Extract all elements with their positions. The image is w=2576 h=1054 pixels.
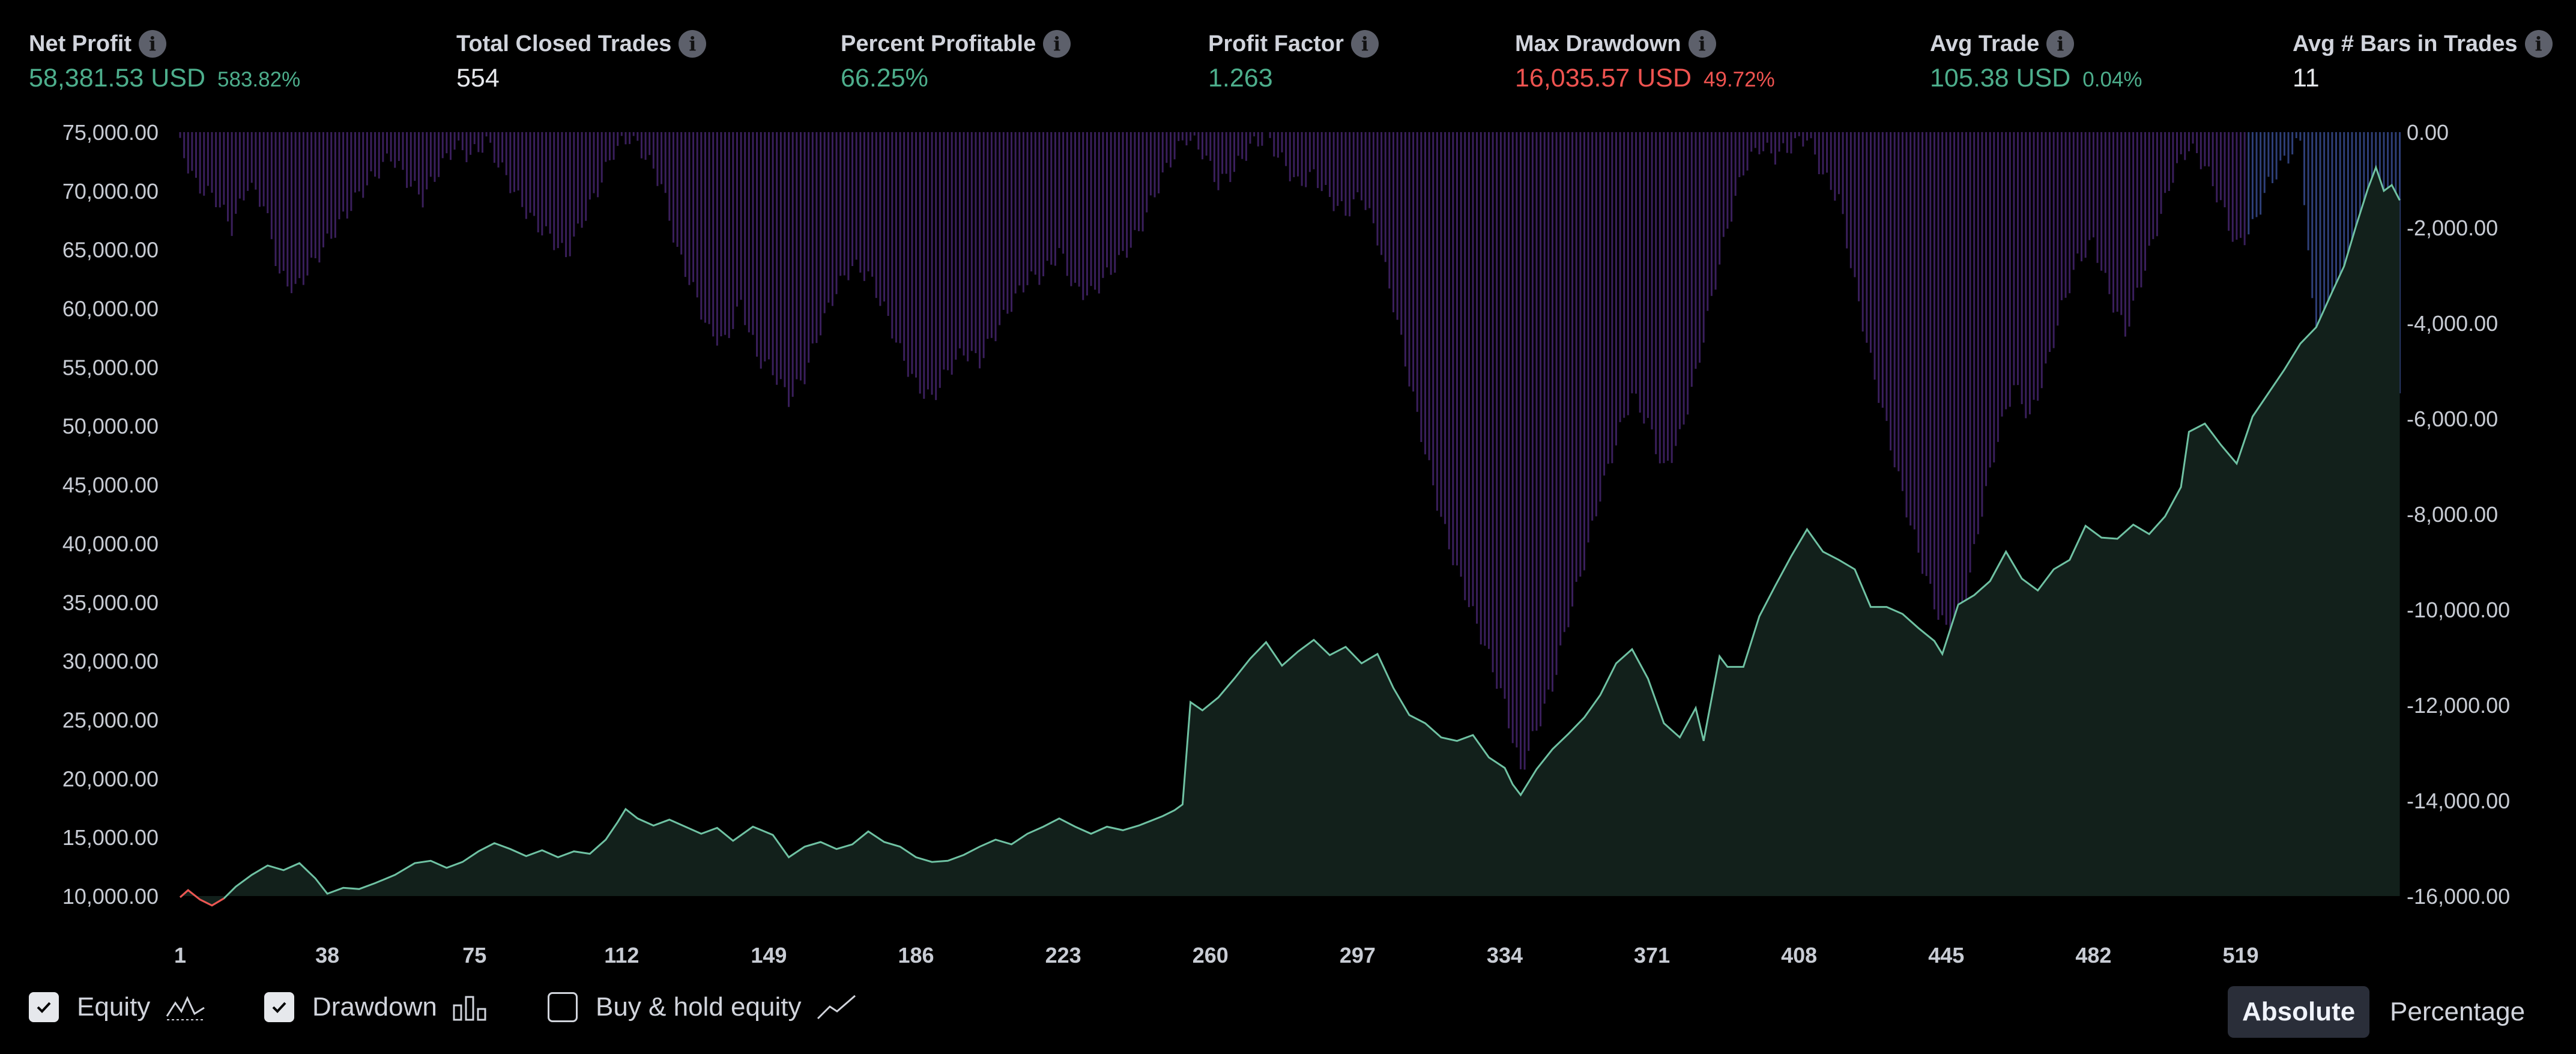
metric-percent: 49.72% [1704,68,1775,91]
x-axis-tick: 297 [1340,943,1376,968]
metric-label: Avg Trade [1930,31,2040,56]
metric-avg-bars: Avg # Bars in Trades i 11 [2293,30,2553,93]
equity-toggle-label: Equity [77,992,151,1022]
trend-line-icon [817,995,856,1020]
x-axis-tick: 371 [1634,943,1670,968]
left-axis-tick: 10,000.00 [62,884,159,909]
buy-hold-toggle-label: Buy & hold equity [596,992,802,1022]
drawdown-bars [179,132,2401,825]
checkmark-icon [37,1002,51,1013]
x-axis-tick: 260 [1193,943,1229,968]
right-axis-tick: -10,000.00 [2407,598,2510,622]
metric-label: Avg # Bars in Trades [2293,31,2518,56]
metric-percent: 583.82% [217,68,301,91]
x-axis-tick: 75 [462,943,486,968]
metric-value: 66.25% [841,64,928,92]
x-axis-tick: 482 [2075,943,2111,968]
equity-area [180,167,2400,906]
metric-value: 1.263 [1208,64,1273,92]
metric-label: Profit Factor [1208,31,1344,56]
equity-line [180,165,2401,907]
info-icon[interactable]: i [2046,30,2075,58]
left-axis-tick: 70,000.00 [62,179,159,204]
equity-toggle[interactable]: Equity [29,992,207,1022]
metric-net-profit: Net Profit i 58,381.53 USD 583.82% [29,30,300,93]
equity-drawdown-chart[interactable]: 75,000.00 70,000.00 65,000.00 60,000.00 55,0… [0,0,2576,973]
absolute-button[interactable]: Absolute [2228,986,2370,1038]
left-axis-tick: 45,000.00 [62,473,159,497]
x-axis-tick: 334 [1487,943,1523,968]
metric-max-drawdown: Max Drawdown i 16,035.57 USD 49.72% [1515,30,1775,93]
right-y-axis: 0.00 -2,000.00 -4,000.00 -6,000.00 -8,000.00… [2407,120,2510,909]
x-axis: 1 38 75 112 149 186 223 260 297 334 371 408 445 482 51… [174,943,2259,968]
left-axis-tick: 50,000.00 [62,414,159,438]
buy-hold-toggle[interactable]: Buy & hold equity [548,992,857,1022]
right-axis-tick: -4,000.00 [2407,311,2498,336]
metric-label: Percent Profitable [841,31,1036,56]
metric-percent: 0.04% [2082,68,2142,91]
drawdown-checkbox[interactable] [264,992,294,1022]
info-icon[interactable]: i [1688,30,1716,58]
drawdown-bars-icon [453,996,486,1021]
drawdown-toggle[interactable]: Drawdown [264,992,489,1022]
drawdown-toggle-label: Drawdown [312,992,437,1022]
left-axis-tick: 65,000.00 [62,238,159,262]
metric-total-closed-trades: Total Closed Trades i 554 [456,30,707,93]
info-icon[interactable]: i [139,30,166,58]
checkmark-icon [272,1002,286,1013]
equity-series [180,165,2401,907]
left-y-axis: 75,000.00 70,000.00 65,000.00 60,000.00 55,0… [62,120,159,909]
metric-value: 105.38 USD [1930,64,2071,92]
x-axis-tick: 149 [751,943,787,968]
metric-avg-trade: Avg Trade i 105.38 USD 0.04% [1930,30,2142,93]
x-axis-tick: 38 [315,943,339,968]
x-axis-tick: 223 [1045,943,1081,968]
metric-profit-factor: Profit Factor i 1.263 [1208,30,1379,93]
left-axis-tick: 55,000.00 [62,355,159,380]
x-axis-tick: 519 [2222,943,2258,968]
x-axis-tick: 445 [1928,943,1964,968]
equity-line-below-start [180,889,225,907]
left-axis-tick: 20,000.00 [62,766,159,791]
metric-percent-profitable: Percent Profitable i 66.25% [841,30,1071,93]
right-axis-tick: -14,000.00 [2407,789,2510,813]
info-icon[interactable]: i [1350,30,1379,58]
metric-label: Max Drawdown [1515,31,1681,56]
equity-checkbox[interactable] [29,992,59,1022]
right-axis-tick: -8,000.00 [2407,502,2498,527]
metric-value: 11 [2293,64,2320,92]
left-axis-tick: 15,000.00 [62,825,159,850]
metric-label: Total Closed Trades [456,31,672,56]
x-axis-tick: 408 [1781,943,1817,968]
right-axis-tick: -6,000.00 [2407,407,2498,431]
left-axis-tick: 60,000.00 [62,297,159,321]
info-icon[interactable]: i [679,30,707,58]
right-axis-tick: -16,000.00 [2407,884,2510,909]
left-axis-tick: 40,000.00 [62,532,159,556]
buy-hold-checkbox[interactable] [548,992,578,1022]
info-icon[interactable]: i [2524,30,2553,58]
right-axis-tick: -2,000.00 [2407,216,2498,240]
right-axis-tick: 0.00 [2407,120,2449,145]
left-axis-tick: 25,000.00 [62,707,159,732]
right-axis-tick: -12,000.00 [2407,693,2510,718]
percentage-button[interactable]: Percentage [2390,997,2526,1026]
metric-label: Net Profit [29,31,132,56]
chart-controls: Equity Drawdown Buy & hold equity Absolu… [0,973,2576,1045]
metric-value: 554 [456,64,500,92]
metric-value: 58,381.53 USD [29,64,206,92]
metric-value: 16,035.57 USD [1515,64,1692,92]
left-axis-tick: 75,000.00 [62,120,159,145]
info-icon[interactable]: i [1043,30,1071,58]
left-axis-tick: 35,000.00 [62,590,159,615]
x-axis-tick: 186 [898,943,934,968]
left-axis-tick: 30,000.00 [62,649,159,674]
equity-line-icon [166,996,205,1020]
x-axis-tick: 112 [604,943,639,968]
x-axis-tick: 1 [174,943,186,968]
